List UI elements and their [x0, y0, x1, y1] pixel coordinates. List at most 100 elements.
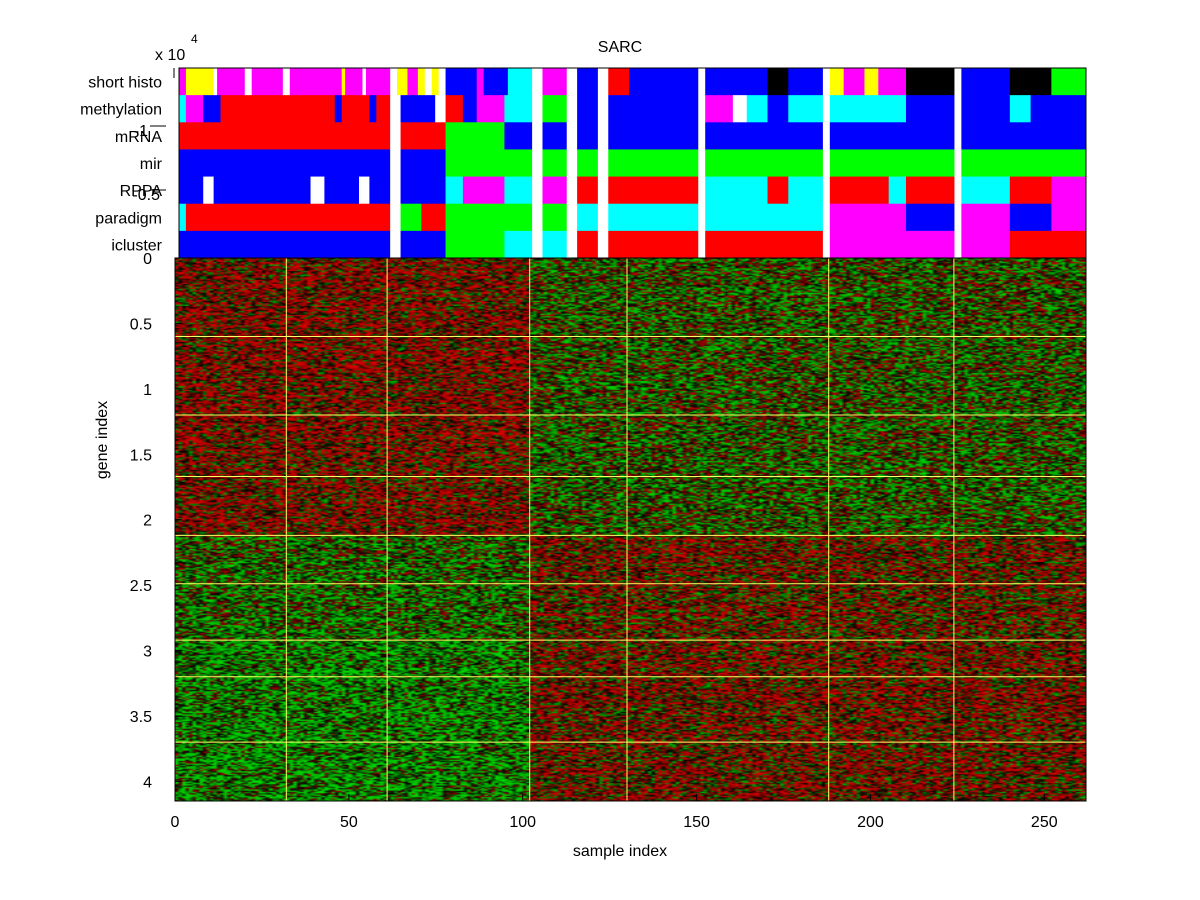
annotation-segment: [954, 68, 962, 96]
annotation-segment: [566, 230, 578, 259]
annotation-segment: [767, 68, 789, 96]
annotation-segment: [597, 230, 609, 259]
annotation-segment: [829, 203, 907, 232]
annotation-segment: [185, 203, 391, 232]
y-tick-label: 2: [143, 513, 152, 530]
annotation-segment: [608, 230, 699, 259]
annotation-segment: [179, 149, 391, 177]
annotation-segment: [577, 95, 599, 123]
annotation-segment: [445, 176, 464, 205]
x-tick-label: 200: [857, 814, 884, 831]
annotation-segment: [417, 68, 426, 96]
stray-tick-label-minus-0-5: -0.5: [132, 187, 160, 204]
annotation-segment: [905, 95, 955, 123]
annotation-segment: [213, 176, 311, 205]
annotation-segment: [829, 68, 845, 96]
annotation-segment: [954, 122, 962, 150]
sample-group-separators: [285, 258, 955, 801]
annotation-segment: [362, 68, 367, 96]
annotation-segment: [732, 95, 748, 123]
annotation-segment: [400, 176, 446, 205]
x-tick-label: 250: [1031, 814, 1058, 831]
annotation-segment: [251, 68, 284, 96]
annotation-segment: [597, 95, 609, 123]
annotation-segment: [220, 95, 336, 123]
annotation-segment: [341, 95, 370, 123]
annotation-segment: [961, 203, 1011, 232]
annotation-segment: [698, 230, 706, 259]
annotation-segment: [532, 230, 543, 259]
heatmap-image: [175, 258, 1086, 801]
y-axis: 0 0.5 1 1.5 2 2.5 3 3.5 4: [130, 251, 182, 791]
annotation-segment: [390, 95, 401, 123]
annotation-segment: [542, 95, 568, 123]
annotation-segment: [390, 149, 401, 177]
annotation-segment: [476, 95, 505, 123]
annotation-row-icluster: [179, 230, 1087, 259]
annotation-segment: [542, 68, 568, 96]
annotation-segment: [597, 176, 609, 205]
annotation-segment: [822, 149, 831, 177]
annotation-segment: [705, 122, 824, 150]
annotation-segment: [462, 122, 505, 150]
annotation-segment: [445, 230, 505, 259]
annotation-segment: [203, 95, 221, 123]
annotation-segment: [445, 149, 533, 177]
annotation-segment: [788, 68, 824, 96]
annotation-segment: [566, 95, 578, 123]
annotation-segment: [390, 176, 401, 205]
annotation-segment: [542, 230, 568, 259]
annotation-segment: [179, 122, 391, 150]
annotation-segment: [445, 95, 464, 123]
annotation-segment: [829, 95, 907, 123]
annotation-segment: [608, 68, 630, 96]
annotation-segment: [542, 203, 568, 232]
annotation-segment: [705, 68, 768, 96]
annotation-segment: [961, 176, 1011, 205]
annotation-segment: [542, 176, 568, 205]
annotation-segment: [822, 68, 831, 96]
annotation-segment: [431, 68, 440, 96]
annotation-segment: [566, 149, 578, 177]
annotation-segment: [698, 203, 706, 232]
annotation-segment: [829, 176, 890, 205]
y-axis-label: gene index: [94, 401, 111, 479]
annotation-segment: [629, 68, 699, 96]
annotation-segment: [954, 149, 962, 177]
annotation-segment: [888, 176, 907, 205]
x-axis: 0 50 100 150 200 250: [171, 794, 1058, 831]
annotation-segment: [400, 122, 446, 150]
heatmap-plot-area: [175, 258, 1086, 801]
annotation-segment: [566, 68, 578, 96]
annotation-segment: [400, 230, 446, 259]
annotation-segment: [608, 176, 699, 205]
annotation-segment: [1051, 68, 1087, 96]
annotation-label-methylation: methylation: [80, 102, 162, 119]
annotation-segment: [213, 68, 218, 96]
annotation-segment: [400, 149, 446, 177]
annotation-segment: [705, 176, 768, 205]
annotation-segment: [829, 149, 955, 177]
annotation-segment: [504, 176, 533, 205]
annotation-segment: [542, 122, 568, 150]
annotation-segment: [698, 149, 706, 177]
annotation-segment: [961, 95, 1011, 123]
x-tick-label: 0: [171, 814, 180, 831]
annotation-segment: [608, 122, 699, 150]
annotation-segment: [566, 203, 578, 232]
y-tick-label: 2.5: [130, 578, 152, 595]
annotation-segment: [954, 95, 962, 123]
annotation-segment: [504, 230, 533, 259]
annotation-segment: [369, 176, 391, 205]
annotation-segment: [698, 122, 706, 150]
x-tick-label: 50: [340, 814, 358, 831]
annotation-segment: [577, 176, 599, 205]
annotation-segment: [698, 95, 706, 123]
annotation-segment: [1051, 203, 1087, 232]
annotation-segment: [390, 122, 401, 150]
annotation-segment: [421, 203, 446, 232]
annotation-row-rppa: [179, 176, 1087, 205]
annotation-label-mir: mir: [140, 156, 163, 173]
annotation-row-short-histo: [179, 68, 1087, 96]
